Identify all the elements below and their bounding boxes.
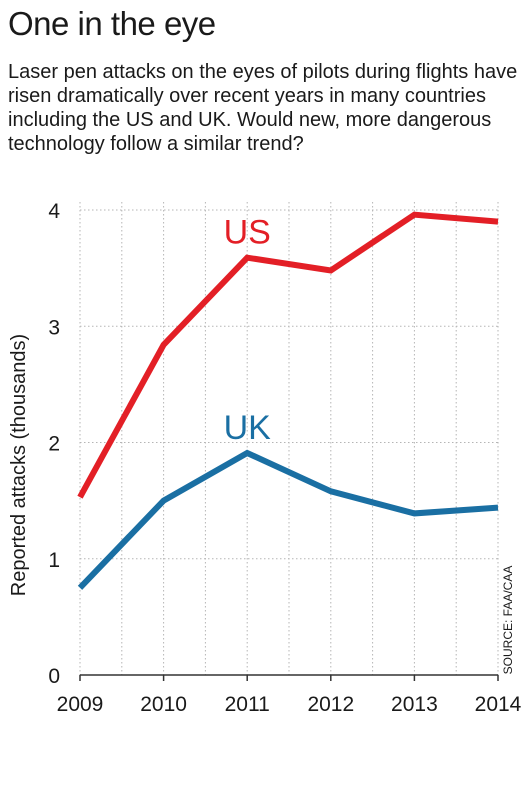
series-label-us: US	[224, 214, 271, 252]
x-tick-label: 2012	[307, 693, 354, 716]
series-line-uk	[77, 449, 499, 590]
y-tick-label: 0	[48, 665, 60, 688]
series-label-uk: UK	[224, 409, 272, 447]
chart-title: One in the eye	[8, 5, 216, 42]
x-tick-label: 2010	[140, 693, 187, 716]
chart-subtitle: Laser pen attacks on the eyes of pilots …	[8, 61, 518, 155]
x-tick-label: 2013	[391, 693, 438, 716]
x-tick-label: 2014	[475, 693, 522, 716]
x-tick-label: 2011	[225, 693, 270, 716]
y-tick-label: 3	[48, 316, 60, 339]
y-tick-label: 4	[48, 200, 60, 223]
series-line-us	[77, 211, 499, 499]
y-axis-label: Reported attacks (thousands)	[8, 334, 30, 596]
y-tick-label: 2	[48, 433, 60, 456]
x-tick-label: 2009	[57, 693, 104, 716]
y-tick-label: 1	[48, 549, 60, 572]
grid	[79, 202, 499, 675]
axes: 0 1 2 3 4 2009 2010 2011 2012 2013 2014	[48, 200, 521, 716]
series: US UK	[77, 211, 499, 590]
source-note: SOURCE: FAA/CAA	[501, 566, 515, 675]
